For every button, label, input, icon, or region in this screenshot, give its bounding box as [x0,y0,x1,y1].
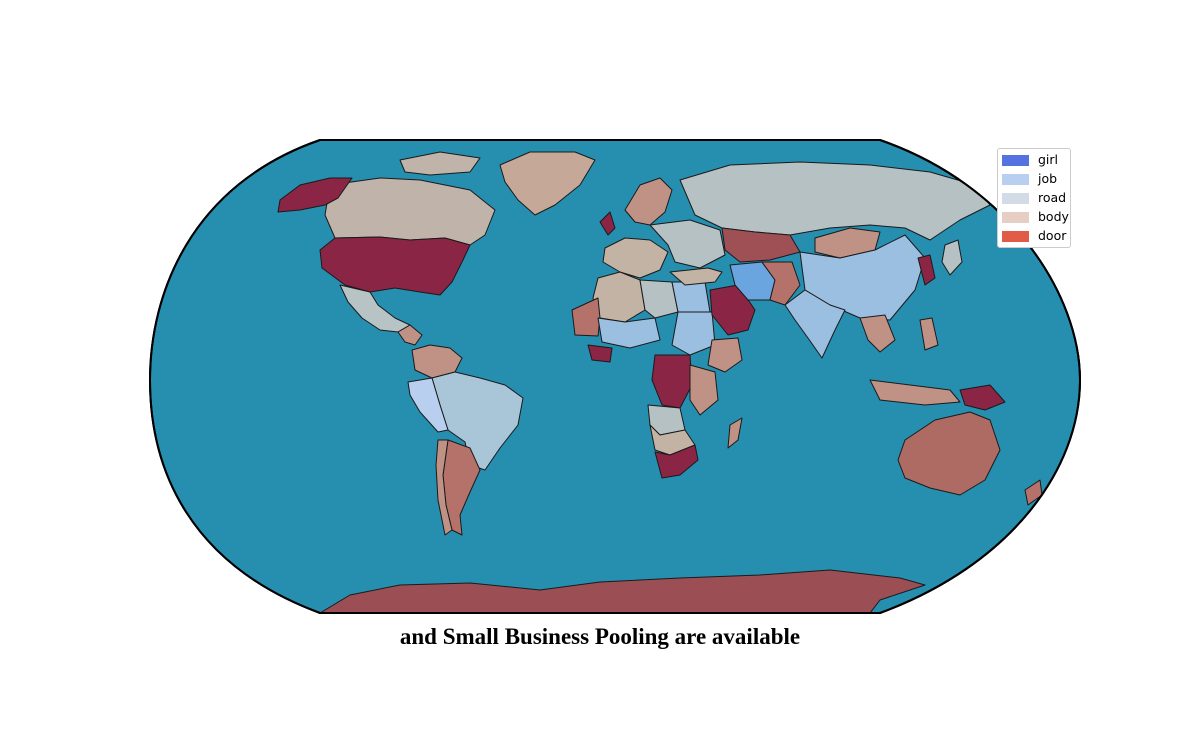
map-caption: and Small Business Pooling are available [399,624,801,649]
region-greenland [499,151,596,216]
region-indonesia [869,379,961,406]
region-libya [639,279,679,319]
legend-item: door [1002,228,1066,244]
region-central-asia [721,227,801,263]
region-chile [435,439,453,536]
legend-swatch [1002,211,1029,223]
region-central-america [397,324,423,346]
region-philippines [919,317,939,351]
region-gulf-of-guinea [587,344,613,363]
legend-item: body [1002,209,1069,225]
region-scandinavia [624,177,673,226]
legend-label: body [1038,209,1069,224]
region-korea [917,254,936,286]
region-peru [407,377,449,433]
region-se-asia [859,314,896,353]
region-western-europe [602,237,669,279]
legend-swatch [1002,192,1029,204]
region-australia [897,411,1001,496]
legend-item: girl [1002,152,1058,168]
region-madagascar [727,417,743,449]
region-eastern-europe [649,219,726,269]
region-sudan [671,311,716,356]
region-india [784,289,846,359]
region-turkey [669,267,723,286]
region-egypt [671,281,711,313]
region-antarctica [319,569,926,613]
legend-label: job [1038,171,1058,186]
region-canada-arctic [399,151,481,176]
region-south-africa [654,444,699,479]
legend-label: door [1038,228,1067,243]
legend-label: road [1038,190,1067,205]
region-alaska [277,177,353,213]
region-algeria [592,271,646,323]
legend-swatch [1002,230,1029,242]
region-japan [941,239,963,276]
region-papua-new-guinea [959,384,1006,411]
globe-outline [148,139,1082,614]
region-venezuela-colombia [411,344,463,379]
legend-swatch [1002,173,1029,185]
legend-swatch [1002,154,1029,166]
region-ethiopia [707,337,743,373]
region-uk [599,211,616,236]
region-mali-niger [597,317,661,349]
legend: girl job road body door [997,148,1071,248]
legend-label: girl [1038,152,1059,167]
legend-item: road [1002,190,1066,206]
region-east-africa [689,364,719,416]
region-united-states [319,236,471,296]
legend-item: job [1002,171,1057,187]
